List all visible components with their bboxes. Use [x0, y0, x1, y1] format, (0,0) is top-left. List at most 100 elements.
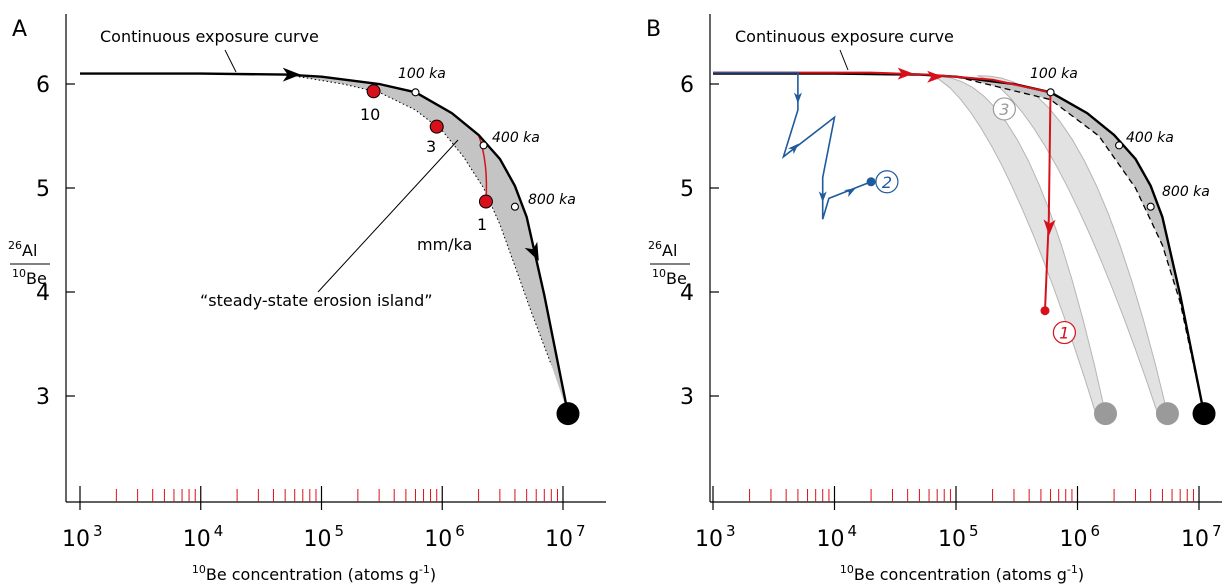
panel-b-y-tick-label: 6 — [680, 73, 694, 98]
panel-a-erosion-label-1: 1 — [477, 215, 487, 234]
panel-b-y-num: Al — [662, 241, 677, 260]
panel-b-time-marker — [1146, 202, 1155, 211]
panel-a-erosion-point — [366, 84, 381, 99]
panel-b-y-num-sup: 26 — [648, 239, 662, 252]
panel-b-x-label-close: ) — [1078, 565, 1084, 584]
panel-a-y-tick-label: 4 — [36, 281, 50, 306]
panel-b-x-label-main: Be concentration (atoms g — [854, 565, 1067, 584]
panel-b-x-ticks: 10 3 10 4 10 5 10 6 10 7 — [695, 486, 1222, 552]
panel-a-erosion-label-3: 3 — [426, 137, 436, 156]
panel-a-y-tick-label: 5 — [36, 177, 50, 202]
panel-b-path-label-circle — [992, 97, 1016, 121]
panel-a-marker-100ka: 100 ka — [398, 66, 446, 82]
panel-a-time-marker — [479, 141, 488, 150]
panel-b-continuous-curve-label: Continuous exposure curve — [735, 27, 954, 46]
svg-text:10Be: 10Be — [652, 267, 687, 288]
panel-a-continuous-exposure-curve — [80, 72, 570, 414]
panel-b-endpoint — [1155, 402, 1179, 426]
panel-b-x-tick-label: 10 5 — [938, 522, 979, 552]
panel-a-erosion-label-10: 10 — [360, 105, 380, 124]
panel-b-endpoint — [1093, 402, 1117, 426]
panel-a-time-marker — [411, 88, 420, 97]
panel-b-path-label-circle — [875, 170, 899, 194]
panel-b-path-2-line — [713, 71, 872, 220]
panel-b-continuous-exposure-curve — [713, 72, 1206, 414]
panel-a-x-label-close: ) — [430, 565, 436, 584]
panel-a-y-tick-label: 3 — [36, 385, 50, 410]
panel-b-x-label-exp: -1 — [1067, 563, 1078, 576]
svg-text:26Al: 26Al — [8, 239, 37, 260]
panel-b-erosion-island-boundary — [955, 76, 1205, 414]
panel-a-plot-area — [80, 67, 580, 426]
panel-b-path-1-line — [713, 71, 1052, 311]
svg-text:10Be: 10Be — [12, 267, 47, 288]
panel-b-time-marker — [1115, 141, 1124, 150]
panel-b-path-1-arrow — [897, 67, 914, 80]
panel-b-path-2-arrow — [793, 92, 802, 104]
panel-a-y-label: 26Al 10Be — [8, 239, 50, 288]
panel-b-curve-arrow — [927, 70, 944, 83]
panel-a-erosion-point — [478, 194, 493, 209]
panel-a-island-leader — [317, 139, 459, 293]
panel-a-y-den-sup: 10 — [12, 267, 26, 280]
panel-b-x-tick-label: 10 4 — [817, 522, 858, 552]
panel-b-x-label: 10Be concentration (atoms g-1) — [840, 563, 1084, 584]
panel-a-island-label: “steady-state erosion island” — [200, 291, 433, 310]
panel-a-x-label-sup: 10 — [192, 563, 206, 576]
panel-b-y-ticks: 3 4 5 6 — [680, 73, 719, 410]
panel-b-label: B — [646, 17, 661, 42]
panel-a-erosion-point — [429, 119, 444, 134]
panel-a-continuous-curve-label: Continuous exposure curve — [100, 27, 319, 46]
panel-b-path-2-arrow — [818, 191, 827, 203]
panel-a-y-ticks: 3 4 5 6 — [36, 73, 75, 410]
panel-b-y-den: Be — [666, 269, 687, 288]
panel-b-path-label: 2 — [882, 173, 892, 192]
panel-a-direction-arrow — [524, 241, 539, 261]
panel-a-marker-400ka: 400 ka — [492, 130, 540, 146]
panel-b-path-2-end-point — [866, 177, 876, 187]
panel-a-y-num-sup: 26 — [8, 239, 22, 252]
panel-b-marker-400ka: 400 ka — [1126, 130, 1174, 146]
panel-a-marker-800ka: 800 ka — [528, 192, 576, 208]
panel-a-time-marker — [510, 202, 519, 211]
panel-b-x-tick-label: 10 3 — [695, 522, 736, 552]
panel-a-x-label-main: Be concentration (atoms g — [206, 565, 419, 584]
panel-b-x-tick-label: 10 6 — [1060, 522, 1101, 552]
panel-b-y-den-sup: 10 — [652, 267, 666, 280]
panel-b-burial-island-fill — [928, 75, 1107, 415]
panel-a-y-tick-label: 6 — [36, 73, 50, 98]
panel-a-erosion-trajectory — [477, 134, 488, 202]
panel-b-endpoint — [1192, 402, 1216, 426]
panel-a-label: A — [12, 17, 27, 42]
panel-b-y-tick-label: 3 — [680, 385, 694, 410]
panel-b-x-label-sup: 10 — [840, 563, 854, 576]
panel-a-direction-arrow — [282, 67, 301, 82]
panel-b-x-tick-label: 10 7 — [1181, 522, 1222, 552]
panel-b-y-tick-label: 5 — [680, 177, 694, 202]
panel-a-x-tick-label: 10 3 — [62, 522, 103, 552]
panel-a-x-ticks: 10 3 10 4 10 5 10 6 10 7 — [62, 486, 586, 552]
panel-b-continuous-curve-leader — [839, 49, 849, 71]
panel-b-path-2-arrow — [844, 188, 856, 198]
panel-b-plot-area: 1 2 3 — [713, 67, 1216, 426]
panel-a-x-label: 10Be concentration (atoms g-1) — [192, 563, 436, 584]
panel-b-marker-100ka: 100 ka — [1030, 66, 1078, 82]
panel-a-y-den: Be — [26, 269, 47, 288]
panel-a-x-tick-label: 10 7 — [545, 522, 586, 552]
panel-a-x-tick-label: 10 5 — [304, 522, 345, 552]
panel-b-time-marker — [1046, 88, 1055, 97]
panel-b-y-label: 26Al 10Be — [648, 239, 690, 288]
panel-a-y-num: Al — [22, 241, 37, 260]
panel-b-path-1-end-point — [1040, 306, 1050, 316]
panel-a-x-tick-label: 10 6 — [424, 522, 465, 552]
panel-b-y-tick-label: 4 — [680, 281, 694, 306]
panel-a-x-tick-label: 10 4 — [183, 522, 224, 552]
panel-b-path-label: 3 — [999, 100, 1009, 119]
panel-a-endpoint — [556, 402, 580, 426]
panel-b-marker-800ka: 800 ka — [1162, 184, 1210, 200]
panel-b-path-label-circle — [1052, 320, 1076, 345]
panel-b-path-1-arrow — [1043, 219, 1056, 236]
